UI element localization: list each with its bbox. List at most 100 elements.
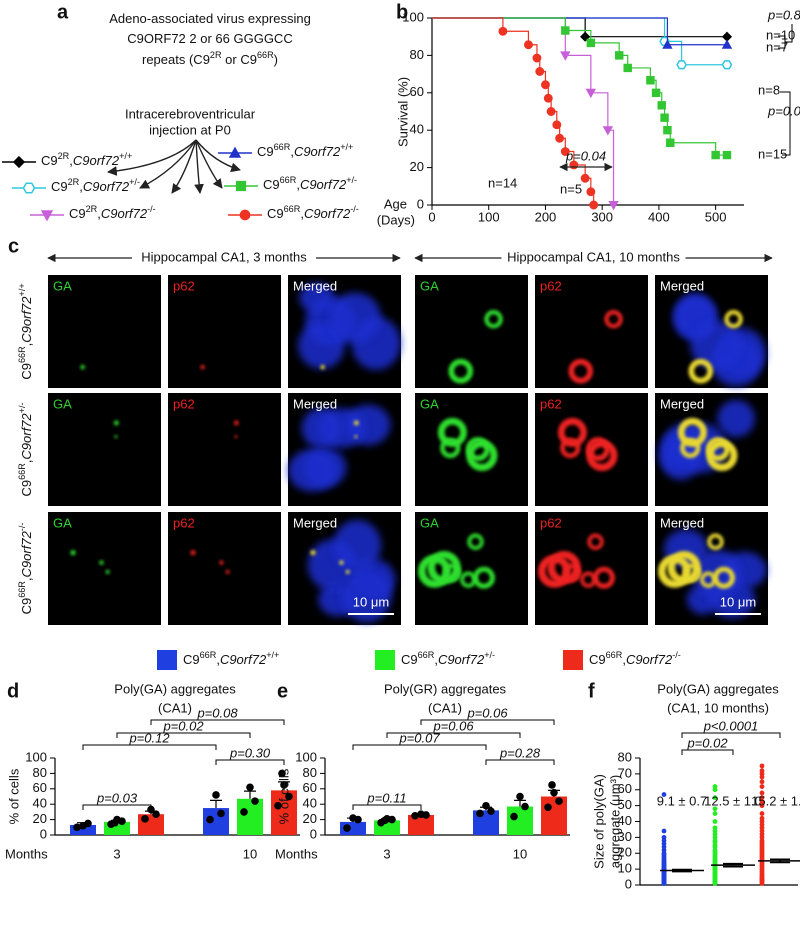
- n-label: n=5: [560, 181, 582, 196]
- text-part: 2R: [86, 204, 98, 214]
- row-label: C966R,C9orf72-/-: [17, 523, 34, 615]
- nucleus: [717, 399, 755, 438]
- aggregate: [320, 364, 325, 370]
- legend-marker: [40, 210, 54, 222]
- aggregate: [417, 554, 452, 588]
- nucleus: [299, 282, 335, 313]
- marker: [543, 93, 553, 103]
- text-part: repeats (C9: [142, 52, 210, 67]
- text-part: Adeno-associated virus expressing: [109, 11, 311, 26]
- title-line: repeats (C92R or C966R): [142, 50, 278, 67]
- text-part: C9orf72: [304, 206, 351, 221]
- data-point: [285, 792, 293, 801]
- data-point: [759, 811, 765, 816]
- bracket: [352, 804, 422, 810]
- chart-title: (CA1): [158, 700, 192, 715]
- micrograph: [168, 275, 281, 388]
- nucleus: [661, 441, 701, 480]
- marker: [546, 107, 556, 116]
- row-label: C966R,C9orf72+/-: [17, 402, 34, 496]
- y-tick-label: 80: [410, 47, 424, 62]
- text-part: 66R: [606, 650, 623, 660]
- chart-title: (CA1, 10 months): [667, 700, 769, 715]
- marker: [662, 39, 673, 49]
- micrograph-content: [298, 282, 401, 370]
- micrograph-content: [307, 519, 396, 623]
- channel-label: GA: [420, 396, 439, 411]
- text-part: +/-: [17, 402, 27, 413]
- aggregate: [219, 560, 224, 565]
- y-axis-label: % of cells: [6, 768, 21, 824]
- p-value: p<0.0001: [703, 718, 759, 733]
- nucleus: [341, 569, 392, 623]
- text-part: ,: [290, 144, 294, 159]
- aggregate: [467, 533, 484, 550]
- bracket: [215, 759, 285, 765]
- aggregate: [557, 417, 587, 447]
- header-bg: [132, 249, 316, 267]
- channel-label: GA: [53, 278, 72, 293]
- annotation: p=0.04: [565, 148, 606, 163]
- legend-marker: [239, 209, 251, 221]
- mean-label: 9.1 ± 0.7: [657, 793, 708, 808]
- text-part: C9: [69, 206, 86, 221]
- micrograph-content: [113, 420, 119, 439]
- legend-marker: [228, 146, 242, 158]
- bar: [408, 814, 434, 835]
- bracket: [485, 759, 555, 765]
- p-value: p=0.06: [466, 705, 508, 720]
- x-tick-label: 0: [428, 209, 435, 224]
- marker: [586, 187, 596, 197]
- bar: [507, 806, 533, 835]
- aggregate: [345, 569, 350, 574]
- text-part: ,: [19, 460, 34, 464]
- x-tick-label: 200: [535, 209, 557, 224]
- survival-line: [432, 17, 727, 156]
- marker: [676, 60, 687, 70]
- marker: [721, 60, 733, 70]
- data-point: [212, 791, 220, 799]
- aggregate: [353, 420, 359, 426]
- text-part: C9: [257, 144, 274, 159]
- micrograph: [48, 275, 161, 388]
- text-part: ,: [97, 206, 101, 221]
- survival-line: [432, 17, 727, 66]
- marker: [646, 76, 655, 85]
- chart-title: Poly(GA) aggregates: [114, 681, 236, 696]
- marker: [561, 26, 570, 35]
- text-part: C9: [51, 179, 68, 194]
- aggregate: [234, 435, 238, 439]
- text-part: ,: [19, 577, 34, 581]
- channel-label: p62: [540, 278, 562, 293]
- y-tick-label: 70: [618, 765, 632, 780]
- bracket: [386, 732, 521, 738]
- micrograph: [48, 512, 161, 625]
- x-tick-label: 400: [648, 209, 670, 224]
- data-point: [759, 784, 765, 789]
- marker: [666, 138, 675, 147]
- injection-text: Intracerebroventricular: [125, 106, 256, 121]
- text-part: +/+: [17, 283, 27, 296]
- bracket: [420, 719, 555, 725]
- p-value: p=0.02: [162, 718, 204, 733]
- y-tick-label: 100: [295, 749, 317, 764]
- aggregate: [354, 435, 358, 439]
- legend-label: C966R,C9orf72+/+: [257, 142, 353, 159]
- data-point: [712, 795, 718, 801]
- bar: [541, 796, 567, 835]
- text-part: -/-: [147, 204, 156, 214]
- marker: [614, 51, 624, 60]
- panel-label: a: [57, 1, 69, 23]
- legend-label: C966R,C9orf72+/+: [183, 650, 279, 667]
- text-part: C9: [267, 206, 284, 221]
- injection-arrows: [107, 139, 241, 194]
- nucleus: [298, 322, 345, 369]
- data-point: [411, 811, 419, 820]
- text-part: +/+: [340, 142, 353, 152]
- micrograph: [48, 393, 161, 506]
- channel-label: p62: [540, 515, 562, 530]
- p-value: p=0.12: [128, 730, 170, 745]
- data-point: [548, 781, 556, 789]
- marker: [721, 39, 733, 49]
